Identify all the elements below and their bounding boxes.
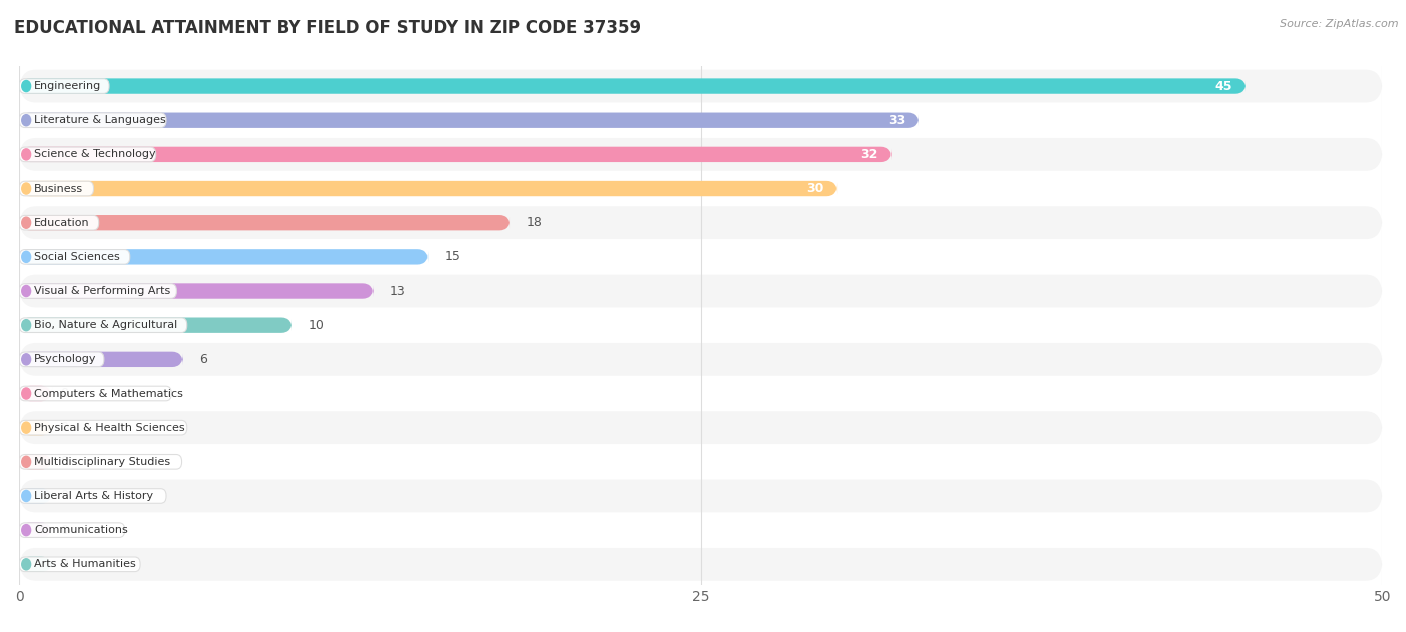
Circle shape [21,354,31,365]
Text: 18: 18 [526,216,543,229]
FancyBboxPatch shape [20,216,98,230]
Text: Psychology: Psychology [34,355,97,364]
Text: 6: 6 [200,353,207,366]
FancyBboxPatch shape [20,557,141,571]
FancyBboxPatch shape [20,215,510,231]
FancyBboxPatch shape [20,489,166,503]
FancyBboxPatch shape [20,411,1382,444]
Text: 0: 0 [60,558,69,571]
FancyBboxPatch shape [20,249,429,265]
Text: Communications: Communications [34,525,128,535]
FancyBboxPatch shape [20,70,1382,102]
FancyBboxPatch shape [20,181,837,196]
Circle shape [21,252,31,262]
FancyBboxPatch shape [20,523,125,537]
Circle shape [21,114,31,126]
Text: Multidisciplinary Studies: Multidisciplinary Studies [34,457,170,467]
FancyBboxPatch shape [20,112,920,128]
FancyBboxPatch shape [20,147,156,162]
FancyBboxPatch shape [20,206,1382,239]
FancyBboxPatch shape [20,420,187,435]
Text: 13: 13 [389,284,406,298]
Circle shape [21,80,31,92]
Circle shape [21,559,31,570]
FancyBboxPatch shape [20,172,1382,205]
Text: Arts & Humanities: Arts & Humanities [34,559,136,569]
FancyBboxPatch shape [20,446,1382,478]
FancyBboxPatch shape [20,317,292,333]
Text: Education: Education [34,217,90,228]
FancyBboxPatch shape [20,79,110,94]
Text: Business: Business [34,183,83,193]
FancyBboxPatch shape [20,78,1246,94]
FancyBboxPatch shape [20,557,52,572]
Text: 15: 15 [444,250,461,264]
FancyBboxPatch shape [20,352,104,367]
FancyBboxPatch shape [20,113,166,128]
Text: Physical & Health Sciences: Physical & Health Sciences [34,423,186,433]
Text: 0: 0 [60,455,69,468]
Circle shape [21,320,31,331]
Text: 0: 0 [60,490,69,502]
Text: 30: 30 [806,182,824,195]
FancyBboxPatch shape [20,147,891,162]
Circle shape [21,525,31,536]
FancyBboxPatch shape [20,377,1382,410]
Circle shape [21,490,31,502]
FancyBboxPatch shape [20,489,52,504]
FancyBboxPatch shape [20,420,52,435]
Text: Bio, Nature & Agricultural: Bio, Nature & Agricultural [34,320,177,330]
FancyBboxPatch shape [20,548,1382,581]
Text: 0: 0 [60,421,69,434]
Text: Source: ZipAtlas.com: Source: ZipAtlas.com [1281,19,1399,29]
Text: Liberal Arts & History: Liberal Arts & History [34,491,153,501]
Circle shape [21,456,31,468]
FancyBboxPatch shape [20,351,183,367]
Text: 33: 33 [889,114,905,127]
Text: 0: 0 [60,387,69,400]
FancyBboxPatch shape [20,309,1382,341]
FancyBboxPatch shape [20,284,176,298]
Text: Social Sciences: Social Sciences [34,252,120,262]
FancyBboxPatch shape [20,523,52,538]
FancyBboxPatch shape [20,318,187,332]
FancyBboxPatch shape [20,386,172,401]
Text: Computers & Mathematics: Computers & Mathematics [34,389,183,399]
Circle shape [21,286,31,296]
Text: Literature & Languages: Literature & Languages [34,115,166,125]
FancyBboxPatch shape [20,283,374,299]
FancyBboxPatch shape [20,104,1382,137]
FancyBboxPatch shape [20,454,52,470]
FancyBboxPatch shape [20,514,1382,547]
Text: EDUCATIONAL ATTAINMENT BY FIELD OF STUDY IN ZIP CODE 37359: EDUCATIONAL ATTAINMENT BY FIELD OF STUDY… [14,19,641,37]
Text: 10: 10 [308,319,325,332]
FancyBboxPatch shape [20,454,181,469]
FancyBboxPatch shape [20,480,1382,513]
Text: 0: 0 [60,524,69,537]
Circle shape [21,183,31,194]
Text: Visual & Performing Arts: Visual & Performing Arts [34,286,170,296]
Circle shape [21,422,31,433]
FancyBboxPatch shape [20,138,1382,171]
FancyBboxPatch shape [20,275,1382,307]
Circle shape [21,149,31,160]
Text: Science & Technology: Science & Technology [34,149,156,159]
FancyBboxPatch shape [20,250,129,264]
Circle shape [21,217,31,228]
Text: Engineering: Engineering [34,81,101,91]
FancyBboxPatch shape [20,181,94,196]
FancyBboxPatch shape [20,240,1382,273]
Circle shape [21,388,31,399]
Text: 32: 32 [860,148,877,161]
FancyBboxPatch shape [20,343,1382,376]
Text: 45: 45 [1215,80,1232,92]
FancyBboxPatch shape [20,386,52,401]
